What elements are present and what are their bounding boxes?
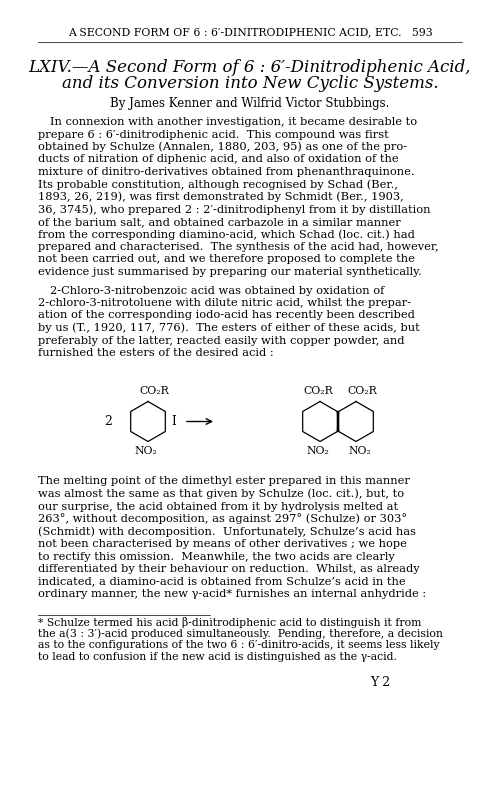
Text: differentiated by their behaviour on reduction.  Whilst, as already: differentiated by their behaviour on red…	[38, 564, 420, 574]
Text: preferably of the latter, reacted easily with copper powder, and: preferably of the latter, reacted easily…	[38, 336, 405, 346]
Text: 263°, without decomposition, as against 297° (Schulze) or 303°: 263°, without decomposition, as against …	[38, 513, 407, 524]
Text: 1893, 26, 219), was first demonstrated by Schmidt (Ber., 1903,: 1893, 26, 219), was first demonstrated b…	[38, 192, 404, 202]
Text: of the barium salt, and obtained carbazole in a similar manner: of the barium salt, and obtained carbazo…	[38, 217, 401, 227]
Text: not been carried out, and we therefore proposed to complete the: not been carried out, and we therefore p…	[38, 255, 415, 265]
Text: prepare 6 : 6′-dinitrodiphenic acid.  This compound was first: prepare 6 : 6′-dinitrodiphenic acid. Thi…	[38, 130, 389, 139]
Text: CO₂R: CO₂R	[347, 385, 377, 395]
Text: not been characterised by means of other derivatives ; we hope: not been characterised by means of other…	[38, 539, 407, 549]
Text: obtained by Schulze (Annalen, 1880, 203, 95) as one of the pro-: obtained by Schulze (Annalen, 1880, 203,…	[38, 141, 407, 152]
Text: Its probable constitution, although recognised by Schad (Ber.,: Its probable constitution, although reco…	[38, 179, 398, 189]
Text: indicated, a diamino-acid is obtained from Schulze’s acid in the: indicated, a diamino-acid is obtained fr…	[38, 576, 406, 586]
Text: NO₂: NO₂	[348, 446, 372, 457]
Text: Y 2: Y 2	[370, 676, 390, 689]
Text: evidence just summarised by preparing our material synthetically.: evidence just summarised by preparing ou…	[38, 267, 422, 277]
Text: By James Kenner and Wilfrid Victor Stubbings.: By James Kenner and Wilfrid Victor Stubb…	[110, 97, 390, 109]
Text: CO₂R: CO₂R	[139, 385, 169, 395]
Text: * Schulze termed his acid β-dinitrodiphenic acid to distinguish it from: * Schulze termed his acid β-dinitrodiphe…	[38, 617, 422, 628]
Text: I: I	[171, 415, 176, 428]
Text: ducts of nitration of diphenic acid, and also of oxidation of the: ducts of nitration of diphenic acid, and…	[38, 155, 399, 164]
Text: 2-chloro-3-nitrotoluene with dilute nitric acid, whilst the prepar-: 2-chloro-3-nitrotoluene with dilute nitr…	[38, 298, 411, 308]
Text: prepared and characterised.  The synthesis of the acid had, however,: prepared and characterised. The synthesi…	[38, 242, 439, 252]
Text: The melting point of the dimethyl ester prepared in this manner: The melting point of the dimethyl ester …	[38, 476, 410, 487]
Text: ation of the corresponding iodo-acid has recently been described: ation of the corresponding iodo-acid has…	[38, 310, 415, 321]
Text: the a(3 : 3′)-acid produced simultaneously.  Pending, therefore, a decision: the a(3 : 3′)-acid produced simultaneous…	[38, 629, 443, 639]
Text: furnished the esters of the desired acid :: furnished the esters of the desired acid…	[38, 348, 274, 358]
Text: 2-Chloro-3-nitrobenzoic acid was obtained by oxidation of: 2-Chloro-3-nitrobenzoic acid was obtaine…	[50, 285, 384, 296]
Text: CO₂R: CO₂R	[303, 385, 333, 395]
Text: our surprise, the acid obtained from it by hydrolysis melted at: our surprise, the acid obtained from it …	[38, 501, 398, 512]
Text: 2: 2	[104, 415, 112, 428]
Text: by us (T., 1920, 117, 776).  The esters of either of these acids, but: by us (T., 1920, 117, 776). The esters o…	[38, 323, 420, 333]
Text: mixture of dinitro-derivatives obtained from phenanthraquinone.: mixture of dinitro-derivatives obtained …	[38, 167, 414, 177]
Text: NO₂: NO₂	[306, 446, 330, 457]
Text: ordinary manner, the new γ-acid* furnishes an internal anhydride :: ordinary manner, the new γ-acid* furnish…	[38, 589, 426, 599]
Text: LXIV.—A Second Form of 6 : 6′-Dinitrodiphenic Acid,: LXIV.—A Second Form of 6 : 6′-Dinitrodip…	[29, 60, 471, 76]
Text: to lead to confusion if the new acid is distinguished as the γ-acid.: to lead to confusion if the new acid is …	[38, 652, 397, 662]
Text: from the corresponding diamino-acid, which Schad (loc. cit.) had: from the corresponding diamino-acid, whi…	[38, 230, 415, 240]
Text: In connexion with another investigation, it became desirable to: In connexion with another investigation,…	[50, 117, 417, 127]
Text: (Schmidt) with decomposition.  Unfortunately, Schulze’s acid has: (Schmidt) with decomposition. Unfortunat…	[38, 526, 416, 537]
Text: and its Conversion into New Cyclic Systems.: and its Conversion into New Cyclic Syste…	[62, 75, 438, 93]
Text: 36, 3745), who prepared 2 : 2′-dinitrodiphenyl from it by distillation: 36, 3745), who prepared 2 : 2′-dinitrodi…	[38, 204, 430, 215]
Text: as to the configurations of the two 6 : 6′-dinitro-acids, it seems less likely: as to the configurations of the two 6 : …	[38, 641, 440, 651]
Text: NO₂: NO₂	[134, 446, 158, 457]
Text: was almost the same as that given by Schulze (loc. cit.), but, to: was almost the same as that given by Sch…	[38, 489, 404, 499]
Text: A SECOND FORM OF 6 : 6′-DINITRODIPHENIC ACID, ETC.   593: A SECOND FORM OF 6 : 6′-DINITRODIPHENIC …	[68, 27, 432, 37]
Text: to rectify this omission.  Meanwhile, the two acids are clearly: to rectify this omission. Meanwhile, the…	[38, 552, 395, 561]
